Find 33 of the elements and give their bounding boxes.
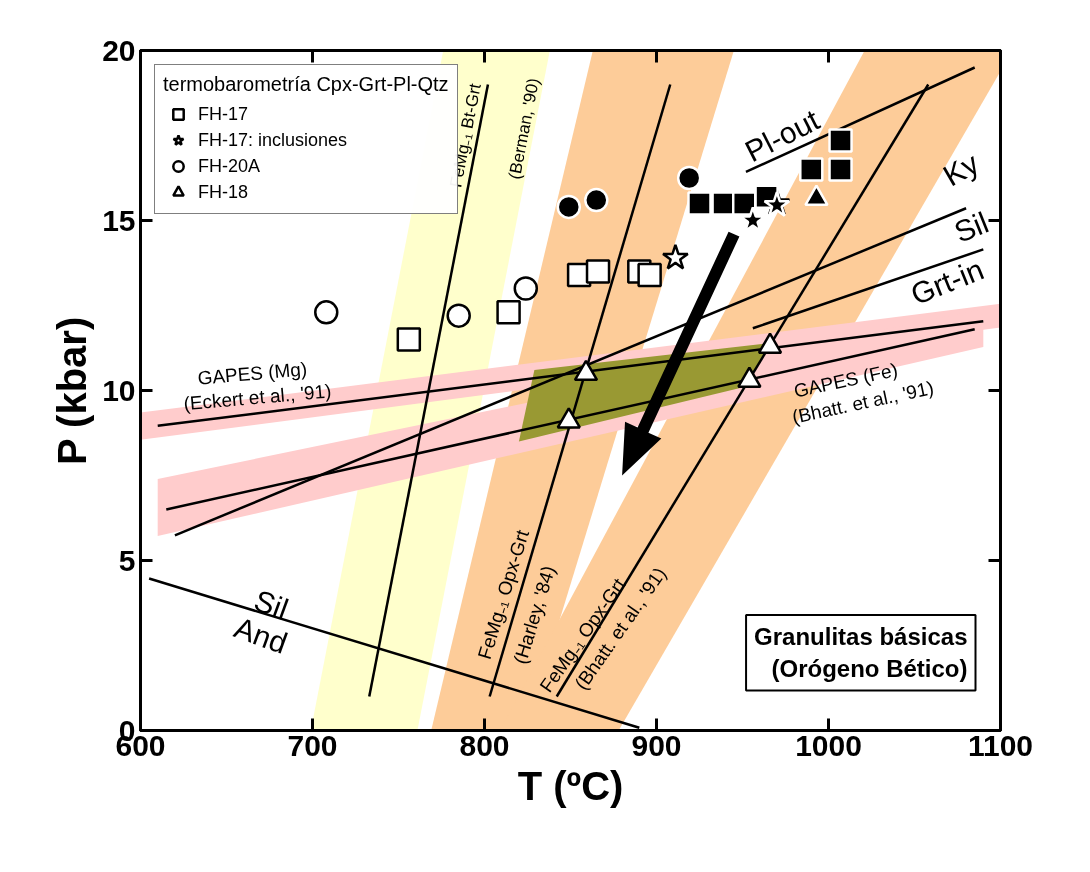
annotation: (Berman, '90) [504, 76, 544, 181]
point [584, 187, 609, 213]
point [585, 259, 611, 284]
x-tick-label: 1000 [795, 728, 862, 762]
point [446, 303, 471, 328]
annotation: Ky [937, 146, 985, 193]
point [661, 243, 690, 270]
point [828, 157, 853, 182]
x-axis-title: T (ºC) [517, 763, 624, 808]
point [828, 128, 853, 153]
y-tick-label: 15 [102, 203, 136, 237]
annotation: Pl-out [739, 102, 826, 168]
annotation: Granulitas básicas (Orógeno Bético) [754, 623, 968, 683]
annotation: Sil [949, 205, 993, 249]
point [556, 194, 582, 220]
point [396, 327, 422, 352]
legend-label: FH-17 [198, 103, 249, 125]
x-tick-label: 1100 [967, 728, 1034, 762]
annotation: Grt-in [906, 252, 989, 312]
legend-label: FH-18 [198, 181, 249, 203]
x-tick-label: 800 [459, 728, 510, 762]
point [687, 191, 712, 216]
legend-label: FH-17: inclusiones [198, 129, 348, 151]
y-axis-title: P (kbar) [50, 316, 95, 465]
x-tick-label: 900 [631, 728, 682, 762]
y-tick-label: 20 [102, 33, 136, 67]
x-tick-label: 700 [287, 728, 338, 762]
y-tick-label: 10 [102, 373, 136, 407]
legend-label: FH-20A [198, 155, 261, 177]
y-tick-label: 5 [118, 543, 136, 577]
point [676, 165, 702, 191]
legend-title: termobarometría Cpx-Grt-Pl-Qtz [163, 73, 449, 96]
point [637, 262, 662, 288]
